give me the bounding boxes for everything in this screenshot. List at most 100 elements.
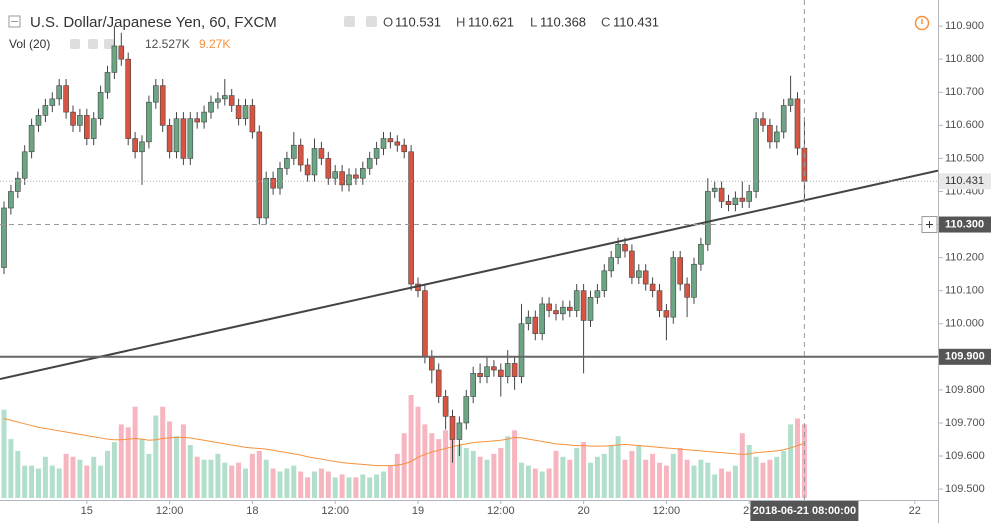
volume-bar bbox=[139, 439, 145, 498]
candle-body bbox=[442, 396, 449, 417]
candle-body bbox=[359, 168, 366, 179]
volume-bar bbox=[146, 453, 152, 498]
volume-bar bbox=[560, 456, 566, 498]
volume-bar bbox=[353, 477, 359, 498]
current-price-label: 110.431 bbox=[945, 175, 984, 187]
volume-bar bbox=[408, 394, 414, 498]
volume-bar bbox=[450, 433, 455, 498]
x-tick-label: 12:00 bbox=[487, 505, 515, 517]
candle-body bbox=[187, 118, 194, 159]
volume-bar bbox=[360, 474, 366, 498]
volume-bar bbox=[167, 421, 173, 498]
volume-bar bbox=[236, 462, 242, 498]
candle-body bbox=[546, 303, 552, 311]
volume-bar bbox=[698, 459, 704, 498]
volume-bar bbox=[774, 456, 780, 498]
candle-body bbox=[111, 45, 118, 73]
candle-body bbox=[780, 105, 787, 133]
volume-bar bbox=[553, 450, 559, 498]
candle-body bbox=[408, 151, 414, 285]
candle-body bbox=[387, 138, 394, 143]
settings-icon[interactable] bbox=[104, 39, 114, 49]
volume-bar bbox=[732, 465, 738, 498]
volume-bar bbox=[394, 453, 400, 498]
settings-icon[interactable] bbox=[366, 16, 377, 27]
candle-body bbox=[346, 174, 352, 186]
candle-body bbox=[242, 105, 249, 120]
y-tick-label: 110.200 bbox=[945, 252, 984, 264]
candle-body bbox=[311, 148, 318, 176]
candle-body bbox=[739, 197, 746, 202]
candle-body bbox=[698, 244, 704, 265]
candle-body bbox=[601, 270, 608, 291]
candle-body bbox=[608, 257, 615, 272]
volume-bar bbox=[670, 453, 676, 498]
candle-body bbox=[428, 356, 435, 371]
volume-bar bbox=[8, 439, 14, 498]
candle-body bbox=[194, 118, 200, 123]
volume-bar bbox=[415, 406, 421, 498]
settings-icon[interactable] bbox=[344, 16, 355, 27]
candle-body bbox=[532, 316, 539, 334]
volume-bar bbox=[588, 462, 593, 498]
candle-body bbox=[1, 207, 7, 268]
candle-body bbox=[553, 310, 559, 315]
info-icon[interactable] bbox=[914, 15, 930, 31]
candle-body bbox=[511, 363, 518, 377]
volume-bar bbox=[429, 433, 435, 498]
volume-bar bbox=[291, 465, 297, 498]
volume-value: 12.527K bbox=[145, 37, 190, 51]
volume-bar bbox=[739, 433, 745, 498]
volume-bar bbox=[91, 456, 97, 498]
settings-icon[interactable] bbox=[70, 39, 80, 49]
settings-icon[interactable] bbox=[88, 39, 98, 49]
candle-body bbox=[449, 416, 456, 440]
volume-bar bbox=[160, 406, 166, 498]
volume-bar bbox=[49, 465, 55, 498]
candle-body bbox=[622, 244, 628, 252]
candle-body bbox=[325, 158, 332, 179]
volume-bar bbox=[594, 456, 600, 498]
volume-bar bbox=[608, 445, 614, 498]
collapse-button[interactable] bbox=[8, 15, 21, 28]
candle-body bbox=[718, 187, 725, 202]
volume-title: Vol (20) bbox=[9, 37, 50, 51]
volume-bar bbox=[194, 456, 200, 498]
candle-body bbox=[77, 115, 83, 126]
candle-body bbox=[725, 201, 732, 205]
volume-bar bbox=[118, 424, 124, 498]
volume-ma-line bbox=[3, 418, 805, 467]
volume-bar bbox=[636, 445, 642, 498]
candle-body bbox=[373, 148, 380, 159]
candle-body bbox=[146, 101, 152, 143]
candle-body bbox=[435, 369, 442, 397]
volume-bar bbox=[63, 453, 69, 498]
volume-bar bbox=[98, 465, 104, 498]
candle-body bbox=[456, 422, 463, 440]
candle-body bbox=[394, 141, 401, 146]
volume-bar bbox=[29, 465, 35, 498]
volume-bar bbox=[788, 424, 794, 498]
candle-body bbox=[518, 323, 525, 377]
candle-body bbox=[732, 197, 739, 205]
candle-body bbox=[290, 144, 297, 159]
candle-body bbox=[256, 131, 263, 219]
volume-bar bbox=[505, 436, 511, 498]
volume-bar bbox=[387, 465, 393, 498]
volume-bar bbox=[187, 445, 193, 498]
candle-body bbox=[42, 105, 49, 116]
crosshair-time-box bbox=[750, 501, 859, 521]
volume-bar bbox=[574, 447, 580, 498]
candle-body bbox=[339, 171, 345, 186]
candle-body bbox=[49, 98, 56, 106]
volume-bar bbox=[470, 450, 476, 498]
volume-bar bbox=[215, 453, 221, 498]
y-tick-label: 110.000 bbox=[945, 318, 984, 330]
ohlc-letter: C bbox=[601, 14, 610, 29]
volume-bar bbox=[539, 471, 545, 498]
volume-bar bbox=[312, 471, 317, 498]
candle-body bbox=[139, 141, 145, 153]
volume-bar bbox=[208, 459, 214, 498]
